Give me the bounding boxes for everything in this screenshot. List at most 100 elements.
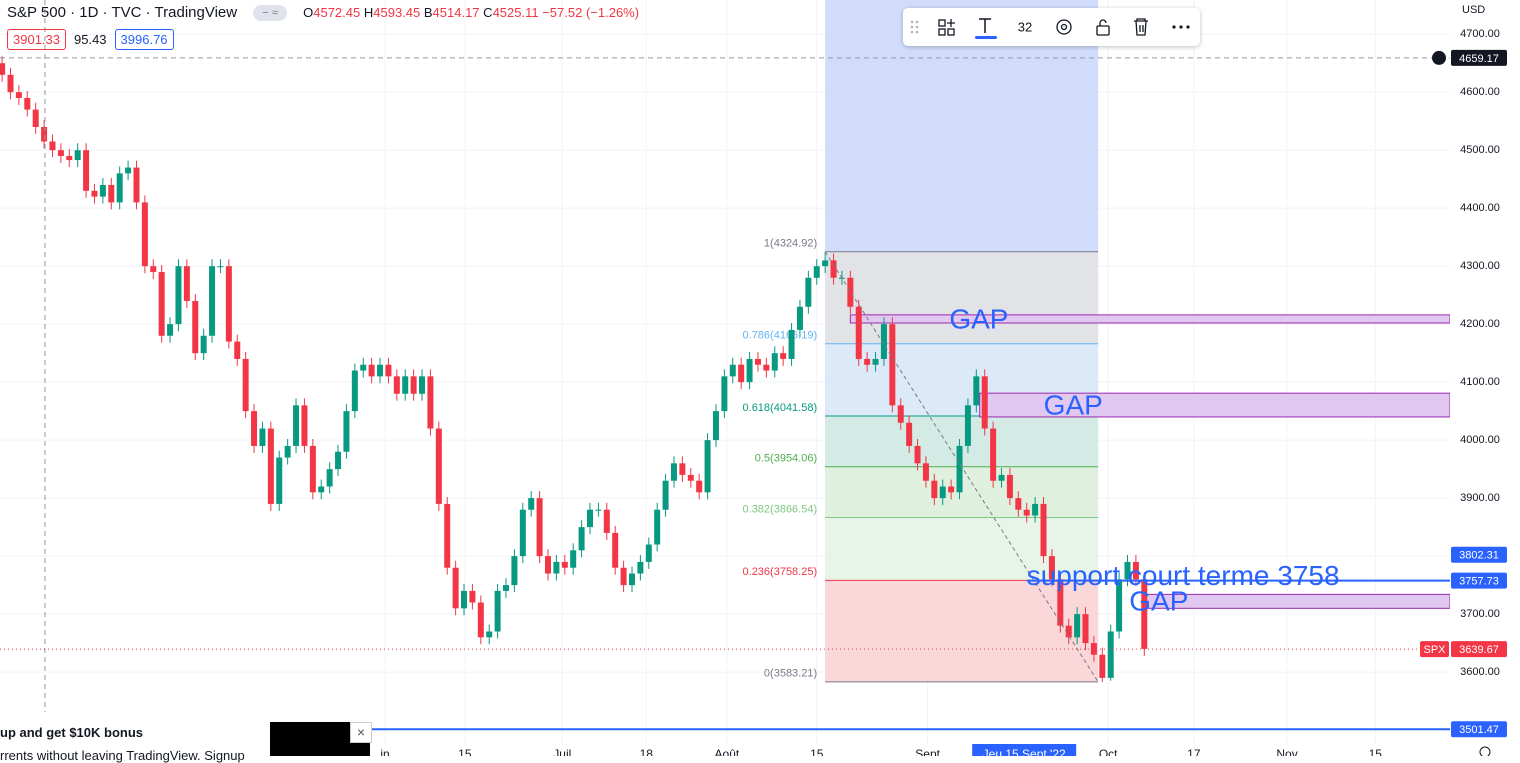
legend-header: S&P 500 · 1D · TVC · TradingView − ≈ O45… bbox=[7, 4, 639, 21]
candle-body bbox=[41, 126, 48, 142]
buy-price[interactable]: 3996.76 bbox=[114, 29, 174, 50]
candle-body bbox=[578, 527, 585, 551]
candle-body bbox=[57, 150, 64, 156]
candle-body bbox=[410, 376, 417, 394]
delete-button[interactable] bbox=[1134, 18, 1148, 36]
candle-body bbox=[486, 631, 493, 638]
candle-body bbox=[209, 266, 216, 336]
candle-body bbox=[670, 463, 677, 481]
add-alert-button[interactable] bbox=[1432, 50, 1446, 65]
settings-button[interactable] bbox=[1479, 746, 1491, 756]
candle-body bbox=[326, 469, 333, 487]
more-button[interactable] bbox=[1172, 25, 1190, 29]
candle-body bbox=[91, 190, 98, 197]
candle-body bbox=[1107, 631, 1114, 678]
x-tick-label: Juil bbox=[553, 747, 571, 756]
candle-body bbox=[49, 141, 56, 151]
y-tick-label: 4500.00 bbox=[1460, 144, 1500, 156]
candle-body bbox=[654, 509, 661, 545]
candle-body bbox=[1141, 579, 1148, 649]
candle-body bbox=[553, 561, 560, 574]
candle-body bbox=[1099, 654, 1106, 678]
axis-unit: USD bbox=[1462, 4, 1485, 16]
candle-body bbox=[242, 358, 249, 412]
candle-body bbox=[360, 364, 367, 371]
candle-body bbox=[435, 428, 442, 504]
candle-body bbox=[351, 370, 358, 412]
banner-close[interactable]: × bbox=[350, 722, 372, 743]
candle-body bbox=[771, 353, 778, 371]
symbol[interactable]: S&P 500 · 1D · TVC · TradingView bbox=[7, 4, 238, 21]
price-label: 3757.73 bbox=[1459, 576, 1499, 588]
candle-body bbox=[679, 463, 686, 475]
y-tick-label: 4000.00 bbox=[1460, 434, 1500, 446]
candle-body bbox=[1015, 498, 1022, 510]
ohlc-key: H bbox=[363, 5, 374, 20]
crosshair-date: Jeu 15 Sept '22 bbox=[983, 747, 1066, 756]
y-tick-label: 4200.00 bbox=[1460, 318, 1500, 330]
line-annotation: support court terme 3758 bbox=[1027, 560, 1340, 591]
candle-body bbox=[368, 364, 375, 377]
candle-body bbox=[444, 503, 451, 568]
x-tick-label: 15 bbox=[810, 747, 824, 756]
template-button[interactable] bbox=[938, 19, 955, 36]
candle-body bbox=[822, 260, 829, 267]
candle-body bbox=[427, 376, 434, 429]
promo-banner: up and get $10K bonus rrents without lea… bbox=[0, 712, 270, 763]
candle-body bbox=[780, 353, 787, 359]
price-label: 4659.17 bbox=[1459, 53, 1499, 65]
sell-price[interactable]: 3901.33 bbox=[7, 29, 66, 50]
candle-body bbox=[813, 266, 820, 278]
ohlc-value: 4593.45 bbox=[373, 5, 421, 20]
candle-body bbox=[897, 405, 904, 423]
candle-body bbox=[763, 364, 770, 371]
lock-button[interactable] bbox=[1096, 19, 1110, 36]
candle-body bbox=[1074, 614, 1081, 638]
toggle[interactable]: − ≈ bbox=[253, 4, 288, 21]
text-color-button[interactable] bbox=[975, 18, 997, 39]
x-tick-label: Sept bbox=[915, 747, 940, 756]
candle-body bbox=[225, 266, 232, 342]
x-tick-label: Août bbox=[715, 747, 740, 756]
candle-body bbox=[855, 306, 862, 359]
candle-body bbox=[284, 445, 291, 458]
candle-body bbox=[259, 428, 266, 446]
candle-body bbox=[754, 358, 761, 365]
candle-body bbox=[998, 474, 1005, 481]
candle-body bbox=[393, 376, 400, 394]
candle-body bbox=[847, 277, 854, 307]
symbol-tag-box bbox=[1420, 641, 1449, 658]
candle-body bbox=[570, 550, 577, 568]
banner-title: up and get $10K bonus bbox=[0, 725, 144, 740]
candle-body bbox=[377, 364, 384, 377]
candle-body bbox=[200, 335, 207, 354]
ohlc-key: C bbox=[483, 5, 493, 20]
candle-body bbox=[906, 422, 913, 446]
drawing-toolbar: 32 bbox=[903, 8, 1200, 46]
candle-body bbox=[125, 167, 132, 174]
candle-body bbox=[217, 266, 224, 268]
ohlc: O4572.45 H4593.45 B4514.17 C4525.11 −57.… bbox=[303, 5, 639, 20]
gap-zone bbox=[849, 314, 1451, 324]
font-size-button[interactable]: 32 bbox=[1018, 19, 1032, 34]
candle-body bbox=[1048, 556, 1055, 580]
candle-body bbox=[402, 376, 409, 394]
x-tick-label: Nov bbox=[1276, 747, 1297, 756]
x-tick-label: 15 bbox=[1369, 747, 1383, 756]
candle-body bbox=[1082, 614, 1089, 644]
candle-body bbox=[595, 509, 602, 511]
drag-handle[interactable] bbox=[910, 20, 919, 34]
settings-button[interactable] bbox=[1056, 19, 1072, 35]
candle-body bbox=[32, 109, 39, 127]
spread: 95.43 bbox=[74, 32, 107, 47]
fib-label: 0.382(3866.54) bbox=[743, 503, 818, 515]
candle-body bbox=[1032, 503, 1039, 516]
candle-body bbox=[964, 405, 971, 446]
price-label-box bbox=[1451, 641, 1507, 658]
candle-body bbox=[561, 561, 568, 568]
candle-body bbox=[1132, 561, 1139, 580]
candle-body bbox=[293, 405, 300, 446]
candle-body bbox=[746, 358, 753, 383]
candle-body bbox=[234, 341, 241, 359]
